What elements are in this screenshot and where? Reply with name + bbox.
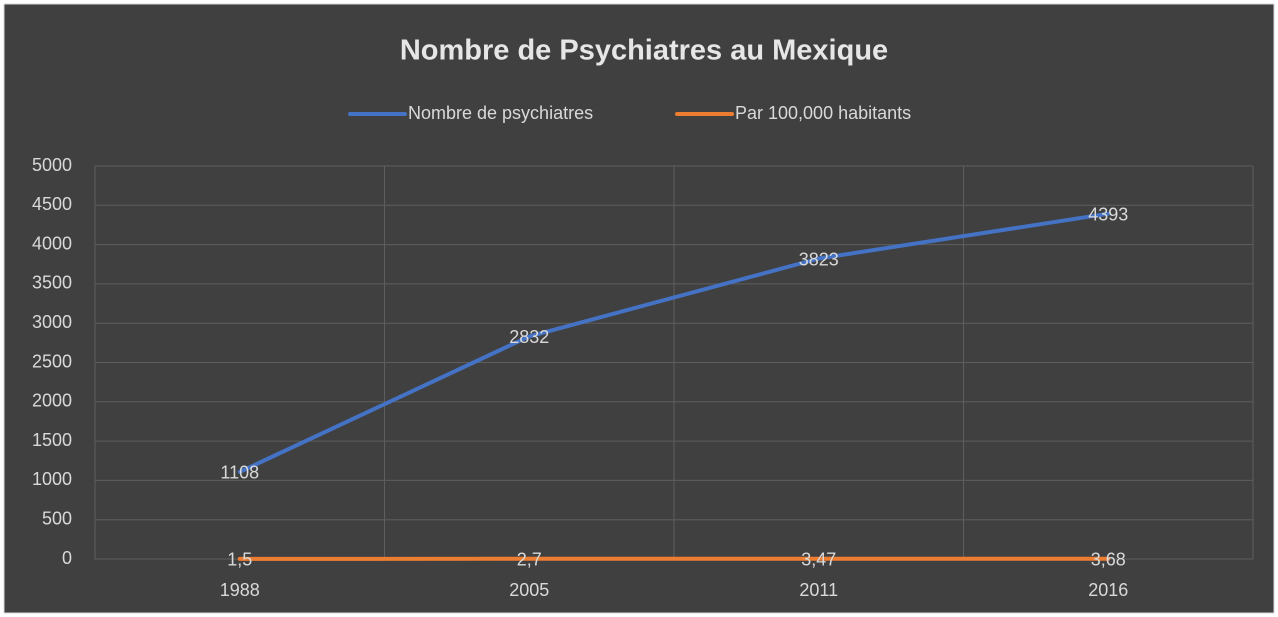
data-label: 4393 [1088,204,1128,224]
y-tick-label: 1000 [32,469,72,489]
y-tick-label: 3500 [32,273,72,293]
data-label: 1108 [220,463,259,483]
x-tick-label: 2011 [799,580,838,600]
y-tick-label: 4500 [32,194,72,214]
y-tick-label: 1500 [32,430,72,450]
chart-title: Nombre de Psychiatres au Mexique [400,35,888,67]
data-label: 2,7 [517,550,542,570]
data-label: 3823 [799,249,839,269]
y-tick-label: 0 [62,548,72,568]
x-tick-label: 1988 [220,580,260,600]
y-tick-label: 2500 [32,351,72,371]
legend-label: Par 100,000 habitants [735,103,911,123]
y-tick-label: 4000 [32,233,72,253]
y-tick-label: 3000 [32,312,72,332]
data-label: 3,47 [801,549,836,569]
y-tick-label: 500 [42,508,72,528]
x-tick-label: 2005 [509,580,549,600]
data-label: 1,5 [227,550,252,570]
y-tick-label: 2000 [32,391,72,411]
legend-label: Nombre de psychiatres [408,103,593,123]
series-line [237,211,1111,474]
x-tick-label: 2016 [1088,580,1128,600]
data-label: 2832 [509,327,549,347]
y-tick-label: 5000 [32,155,72,175]
data-label: 3,68 [1091,549,1126,569]
